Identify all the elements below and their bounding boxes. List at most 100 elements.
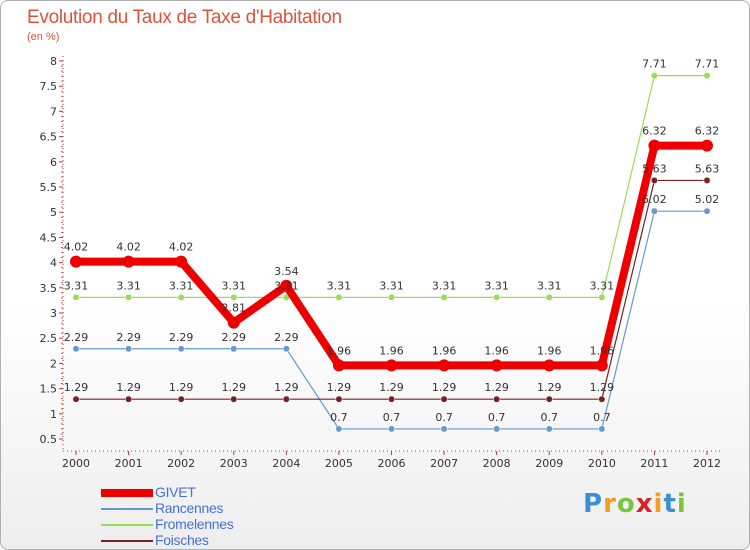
x-tick-label: 2010 (588, 457, 616, 470)
data-label: 3.31 (116, 279, 141, 292)
data-point (227, 316, 240, 329)
y-tick-label: 3 (50, 307, 57, 320)
data-point (230, 345, 238, 353)
data-point (177, 293, 185, 301)
data-label: 3.31 (327, 279, 352, 292)
data-label: 1.29 (537, 381, 562, 394)
data-label: 7.71 (642, 58, 667, 71)
x-tick-label: 2002 (167, 457, 195, 470)
data-label: 0.7 (593, 411, 611, 424)
series-rancennes (72, 207, 711, 433)
data-label: 1.29 (116, 381, 141, 394)
data-labels: 3.31 3.31 3.31 3.31 3.31 3.31 3.31 3.31 3.31 3.31… (64, 58, 720, 424)
brand-letter: i (653, 489, 664, 519)
x-tick-label: 2009 (535, 457, 563, 470)
chart-title: Evolution du Taux de Taxe d'Habitation (27, 7, 342, 28)
data-point (703, 207, 711, 215)
y-tick-label: 8 (50, 55, 57, 68)
data-label: 3.31 (274, 279, 299, 292)
series-lines (70, 72, 713, 433)
data-label: 5.02 (642, 193, 667, 206)
data-point (388, 293, 395, 301)
x-tick-label: 2000 (62, 457, 90, 470)
brand-logo: Proxiti (583, 489, 687, 519)
data-label: 2.29 (116, 331, 141, 344)
brand-letter: i (676, 489, 687, 519)
data-point (230, 293, 238, 301)
data-label: 2.29 (169, 331, 194, 344)
data-label: 1.96 (484, 344, 509, 357)
legend-swatch (101, 524, 153, 526)
data-label: 3.31 (432, 279, 457, 292)
x-tick-label: 2003 (220, 457, 248, 470)
brand-letter: t (663, 489, 677, 519)
data-point (598, 425, 606, 433)
data-label: 1.29 (590, 381, 615, 394)
data-label: 3.54 (274, 265, 299, 278)
data-point (72, 293, 80, 301)
data-label: 3.31 (222, 279, 247, 292)
data-label: 3.31 (169, 279, 194, 292)
data-label: 3.31 (537, 279, 562, 292)
data-point (650, 72, 658, 80)
data-label: 1.96 (327, 344, 352, 357)
x-tick-label: 2008 (483, 457, 511, 470)
data-point (545, 425, 553, 433)
data-label: 3.31 (484, 279, 509, 292)
brand-letter: o (616, 489, 636, 519)
data-point (493, 293, 501, 301)
data-point (280, 279, 293, 292)
series-givet (70, 139, 713, 372)
data-point (703, 176, 711, 184)
y-tick-label: 2 (50, 357, 57, 370)
y-tick-label: 5 (50, 206, 57, 219)
y-tick-label: 1 (50, 408, 57, 421)
legend-swatch (101, 540, 153, 542)
data-label: 1.29 (274, 381, 299, 394)
data-point (440, 293, 448, 301)
x-tick-label: 2001 (115, 457, 143, 470)
y-tick-label: 3.5 (40, 282, 58, 295)
data-label: 2.29 (274, 331, 299, 344)
data-label: 0.7 (488, 411, 506, 424)
data-label: 2.29 (222, 331, 247, 344)
data-point (177, 345, 185, 353)
data-label: 1.96 (590, 344, 615, 357)
x-tick-label: 2004 (272, 457, 300, 470)
data-label: 5.63 (695, 162, 720, 175)
y-tick-label: 6.5 (40, 131, 58, 144)
data-label: 2.29 (64, 331, 89, 344)
data-point (282, 345, 290, 353)
legend-label: Fromelennes (155, 516, 234, 532)
data-point (335, 293, 343, 301)
y-tick-label: 4.5 (40, 231, 58, 244)
data-point (595, 359, 608, 372)
series-foisches (72, 176, 711, 403)
data-point (282, 395, 290, 403)
y-tick-label: 1.5 (40, 383, 58, 396)
x-tick-label: 2011 (640, 457, 668, 470)
legend-label: Rancennes (155, 500, 224, 516)
data-point (545, 395, 553, 403)
data-label: 1.29 (169, 381, 194, 394)
data-point (703, 72, 711, 80)
y-tick-label: 7 (50, 105, 57, 118)
data-point (122, 255, 135, 268)
data-label: 4.02 (64, 241, 89, 254)
data-label: 1.29 (327, 381, 352, 394)
data-label: 4.02 (169, 241, 194, 254)
y-tick-label: 2.5 (40, 332, 58, 345)
data-label: 1.29 (379, 381, 404, 394)
data-point (385, 359, 398, 372)
data-label: 1.29 (432, 381, 457, 394)
data-point (648, 139, 661, 152)
data-point (177, 395, 185, 403)
data-point (650, 176, 658, 184)
brand-letter: x (635, 489, 654, 519)
data-point (125, 395, 133, 403)
data-point (175, 255, 188, 268)
y-axis-unit-label: (en %) (27, 31, 60, 43)
data-point (125, 293, 133, 301)
brand-letter: r (603, 489, 617, 519)
